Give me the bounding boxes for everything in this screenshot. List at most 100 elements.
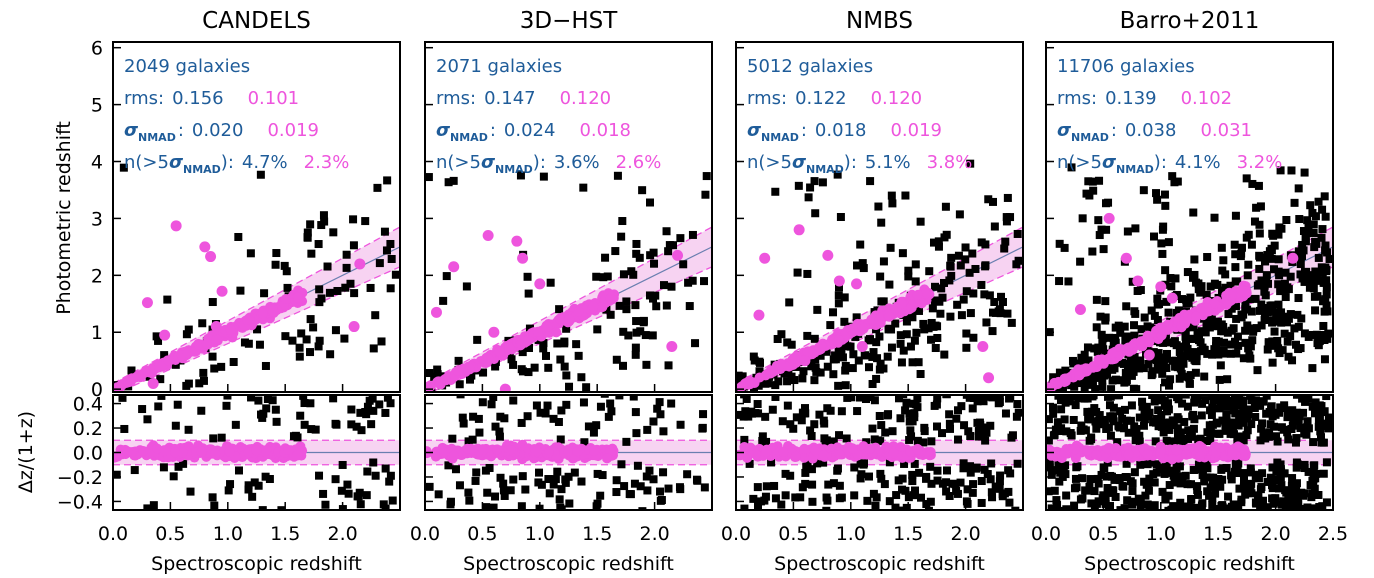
outlier-point xyxy=(240,338,249,347)
outlier-point xyxy=(1320,335,1329,344)
residual-outlier xyxy=(523,412,532,421)
outlier-point xyxy=(1308,208,1317,217)
residual-outlier xyxy=(1233,465,1242,474)
residual-outlier xyxy=(208,493,217,502)
residual-outlier xyxy=(1285,489,1294,498)
outlier-point xyxy=(811,355,820,364)
outlier-point xyxy=(736,371,743,380)
outlier-point xyxy=(887,191,896,200)
outlier-point xyxy=(988,327,997,336)
residual-outlier xyxy=(781,491,790,500)
residual-outlier xyxy=(363,402,372,411)
pink-outlier-point xyxy=(1166,292,1178,304)
outlier-point xyxy=(1246,295,1255,304)
residual-outlier xyxy=(870,396,879,405)
outlier-point xyxy=(1196,347,1205,356)
outlier-point xyxy=(1160,190,1169,199)
pink-outlier-point xyxy=(348,321,360,333)
outlier-point xyxy=(601,253,610,262)
outlier-point xyxy=(829,308,838,317)
residual-outlier xyxy=(1283,502,1292,510)
residual-outlier xyxy=(1114,395,1123,400)
residual-outlier xyxy=(1222,402,1231,411)
core-point xyxy=(912,289,923,300)
residual-outlier xyxy=(908,470,917,479)
pink-outlier-point xyxy=(511,235,523,247)
outlier-point xyxy=(386,284,395,293)
outlier-point xyxy=(1210,345,1219,354)
core-point xyxy=(1107,348,1118,359)
residual-outlier xyxy=(1081,486,1090,495)
residual-outlier xyxy=(1083,395,1092,403)
residual-outlier xyxy=(1300,429,1309,438)
outlier-point xyxy=(1109,340,1118,349)
residual-outlier xyxy=(1151,437,1160,446)
x-axis-label: Spectroscopic redshift xyxy=(463,553,674,575)
outlier-point xyxy=(810,334,819,343)
rms-blue: 0.122 xyxy=(795,88,847,109)
residual-outlier xyxy=(1160,401,1169,410)
outlier-point xyxy=(934,237,943,246)
outlier-point xyxy=(684,278,693,287)
residual-outlier xyxy=(875,411,884,420)
residual-outlier xyxy=(1288,474,1297,483)
outlier-point xyxy=(246,249,255,258)
residual-outlier xyxy=(1101,499,1110,508)
outlier-point xyxy=(649,294,658,303)
residual-outlier xyxy=(1325,419,1333,428)
residual-outlier xyxy=(1309,480,1318,489)
core-point xyxy=(897,298,908,309)
x-tick-label: 2.0 xyxy=(950,523,980,545)
outlier-point xyxy=(1311,237,1320,246)
outlier-point xyxy=(272,249,281,258)
residual-outlier xyxy=(157,395,166,400)
residual-outlier xyxy=(963,499,972,508)
residual-outlier xyxy=(1299,491,1308,500)
outlier-point xyxy=(966,159,975,168)
residual-outlier xyxy=(751,409,760,418)
outlier-point xyxy=(954,251,963,260)
outlier-point xyxy=(261,361,270,370)
outlier-point xyxy=(1256,202,1265,211)
outlier-point xyxy=(1310,243,1319,252)
outlier-point xyxy=(989,308,998,317)
residual-outlier xyxy=(927,479,936,488)
residual-outlier xyxy=(876,437,885,446)
residual-outlier xyxy=(1201,458,1210,467)
outlier-point xyxy=(931,321,940,330)
residual-outlier xyxy=(1222,463,1231,472)
outlier-point xyxy=(966,309,975,318)
outlier-point xyxy=(1186,293,1195,302)
residual-outlier xyxy=(247,395,256,402)
residual-outlier xyxy=(1322,395,1331,401)
outlier-point xyxy=(1266,301,1275,310)
outlier-point xyxy=(1244,260,1253,269)
outlier-point xyxy=(542,351,551,360)
outlier-point xyxy=(1098,338,1107,347)
residual-outlier xyxy=(933,476,942,485)
outlier-point xyxy=(901,191,910,200)
residual-outlier xyxy=(899,395,908,399)
nmad-line: σNMAD:0.018 0.019 xyxy=(747,120,942,144)
outlier-point xyxy=(1111,375,1120,384)
residual-outlier xyxy=(781,469,790,478)
residual-outlier xyxy=(1130,468,1139,477)
residual-outlier xyxy=(354,492,363,501)
residual-outlier xyxy=(1049,409,1058,418)
outlier-point xyxy=(946,312,955,321)
residual-outlier xyxy=(120,424,129,433)
outlier-point xyxy=(1311,267,1320,276)
residual-core-point xyxy=(210,448,221,459)
outlier-point xyxy=(1170,337,1179,346)
residual-core-point xyxy=(847,443,858,454)
outlier-point xyxy=(1314,197,1323,206)
outlier-point xyxy=(1284,352,1293,361)
outlier-point xyxy=(638,186,647,195)
outlier-point xyxy=(1231,250,1240,259)
outlier-point xyxy=(1248,179,1257,188)
y-tick-label: 0.0 xyxy=(73,443,103,465)
outlier-point xyxy=(1269,231,1278,240)
residual-outlier xyxy=(995,395,1004,400)
residual-outlier xyxy=(888,427,897,436)
residual-outlier xyxy=(1169,419,1178,428)
